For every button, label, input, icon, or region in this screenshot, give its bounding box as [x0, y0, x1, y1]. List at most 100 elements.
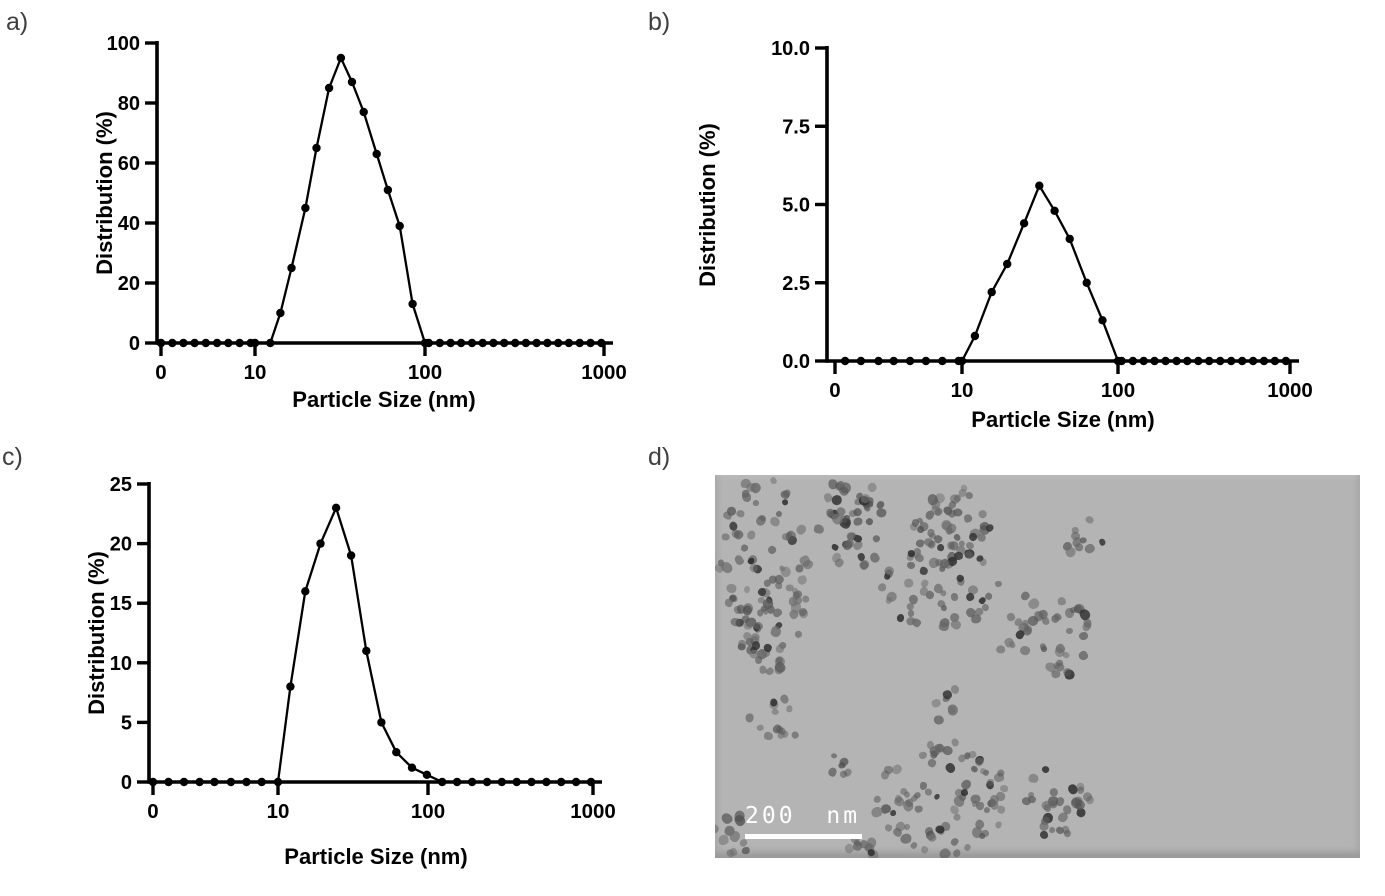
- data-point: [266, 338, 275, 348]
- nanoparticle: [932, 792, 941, 801]
- data-point: [500, 338, 509, 348]
- x-axis-title: Particle Size (nm): [971, 407, 1154, 432]
- data-point: [316, 539, 325, 548]
- nanoparticle: [987, 778, 995, 786]
- nanoparticle: [953, 813, 961, 822]
- data-point: [179, 338, 188, 348]
- y-tick-label: 2.5: [782, 273, 810, 295]
- data-point: [1205, 356, 1214, 366]
- data-point: [195, 777, 204, 787]
- data-point: [597, 338, 606, 348]
- y-tick-label: 0: [121, 772, 132, 794]
- nanoparticle: [813, 524, 825, 535]
- nanoparticle: [1040, 645, 1048, 653]
- x-tick-label: 10: [244, 361, 267, 384]
- data-point: [286, 682, 295, 691]
- data-point: [543, 338, 552, 348]
- x-tick-label: 10: [267, 800, 290, 823]
- nanoparticle: [949, 737, 960, 748]
- y-tick-label: 100: [107, 33, 140, 55]
- x-axis-title: Particle Size (nm): [292, 387, 475, 412]
- nanoparticle: [949, 618, 963, 632]
- nanoparticle: [719, 810, 735, 826]
- data-point: [921, 356, 931, 366]
- nanoparticle: [1019, 589, 1032, 602]
- nanoparticle: [1026, 596, 1042, 611]
- nanoparticle: [827, 479, 837, 490]
- data-point: [482, 777, 492, 787]
- y-tick-label: 5.0: [782, 195, 810, 217]
- data-point: [970, 331, 980, 341]
- nanoparticle: [907, 609, 916, 617]
- panel-label-a: a): [6, 8, 29, 36]
- nanoparticle: [725, 583, 736, 594]
- nanoparticle: [1018, 645, 1031, 657]
- nanoparticle: [794, 523, 808, 537]
- data-point: [1098, 316, 1107, 325]
- nanoparticle: [1082, 542, 1096, 556]
- nanoparticle: [786, 705, 793, 713]
- x-tick-label: 100: [411, 800, 445, 823]
- nanoparticle: [947, 706, 956, 714]
- data-point: [392, 748, 401, 757]
- nanoparticle: [964, 591, 975, 602]
- data-point: [1035, 181, 1044, 190]
- data-point: [424, 338, 433, 348]
- data-point: [478, 338, 487, 348]
- data-point: [190, 338, 199, 348]
- nanoparticle: [766, 544, 778, 557]
- nanoparticle: [830, 752, 838, 760]
- nanoparticle: [926, 757, 937, 769]
- data-point: [422, 770, 432, 779]
- data-point: [586, 777, 596, 787]
- nanoparticle: [873, 795, 882, 804]
- data-point: [905, 356, 915, 366]
- nanoparticle: [935, 542, 945, 552]
- data-point: [564, 338, 574, 348]
- nanoparticle: [919, 566, 930, 577]
- data-point: [467, 338, 477, 348]
- data-point: [527, 777, 536, 787]
- data-point: [242, 777, 251, 787]
- data-point: [438, 777, 447, 787]
- y-tick-label: 80: [118, 93, 140, 115]
- nanoparticle: [885, 590, 898, 603]
- nanoparticle: [774, 581, 782, 590]
- nanoparticle: [1039, 830, 1048, 839]
- nanoparticle: [871, 533, 881, 543]
- y-tick-label: 40: [118, 213, 140, 235]
- data-point: [511, 338, 520, 348]
- nanoparticle: [741, 846, 750, 855]
- nanoparticle: [1027, 772, 1040, 784]
- data-point: [407, 763, 417, 772]
- data-point: [840, 356, 850, 366]
- nanoparticle: [1014, 628, 1026, 641]
- nanoparticle: [929, 750, 939, 760]
- chart-panel-b: 0 10 100 1000 0.0 2.5 5.0 7.5 10.0 Particle Size …: [695, 38, 1313, 432]
- data-point: [497, 777, 506, 787]
- nanoparticle: [1049, 787, 1059, 796]
- data-point: [987, 287, 996, 297]
- y-tick-label: 15: [110, 593, 132, 615]
- nanoparticle: [795, 564, 804, 573]
- data-point: [168, 338, 177, 348]
- nanoparticle: [794, 630, 803, 639]
- data-point: [212, 338, 222, 348]
- nanoparticle: [1057, 596, 1067, 606]
- y-tick-label: 0: [129, 333, 140, 355]
- x-tick-label: 1000: [1267, 379, 1313, 402]
- panel-label-c: c): [2, 443, 23, 471]
- nanoparticle: [944, 761, 958, 776]
- data-point: [331, 503, 341, 512]
- chart-panel-c: 0 10 100 1000 0 5 10 15 20 25 Particle Size (nm) Di…: [84, 474, 616, 869]
- nanoparticle: [745, 713, 754, 723]
- nanoparticle: [919, 844, 930, 854]
- data-point: [377, 718, 386, 727]
- x-tick-label: 0: [155, 361, 166, 384]
- nanoparticle: [933, 715, 944, 726]
- data-point: [336, 53, 346, 63]
- nanoparticle: [883, 765, 894, 775]
- data-point: [1259, 356, 1269, 366]
- data-point: [273, 777, 283, 787]
